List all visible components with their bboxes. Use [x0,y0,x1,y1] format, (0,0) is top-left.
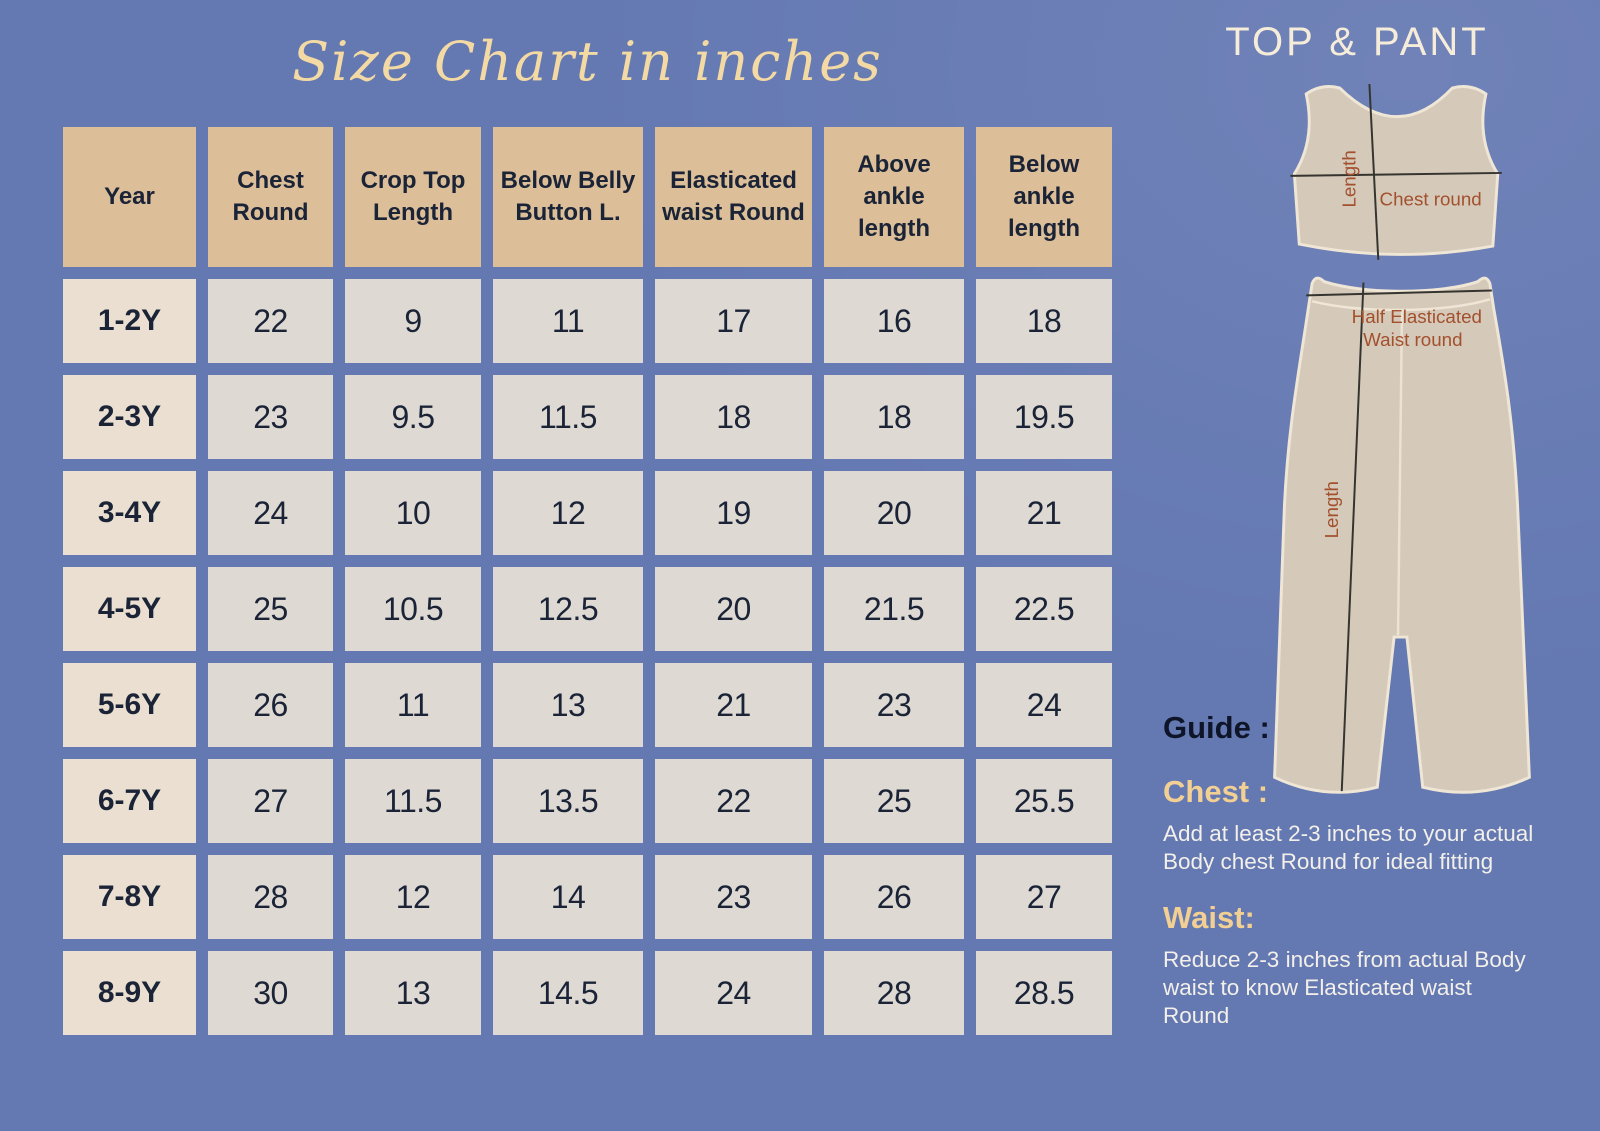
column-header-above-ankle: Above ankle length [824,127,964,267]
year-cell: 4-5Y [63,567,196,651]
year-cell: 2-3Y [63,375,196,459]
column-header-below-ankle: Below ankle length [976,127,1112,267]
value-cell: 10 [345,471,481,555]
value-cell: 21.5 [824,567,964,651]
chest-guide-text: Add at least 2-3 inches to your actual B… [1163,821,1534,874]
column-header-below-belly-button: Below Belly Button L. [493,127,643,267]
top-and-pant-diagram: Length Chest round Half Elasticated Wais… [1273,84,1531,794]
value-cell: 28 [824,951,964,1035]
value-cell: 10.5 [345,567,481,651]
value-cell: 23 [824,663,964,747]
column-header-elasticated-waist: Elasticated waist Round [655,127,812,267]
set-title: TOP & PANT [1225,20,1489,64]
year-cell: 5-6Y [63,663,196,747]
value-cell: 14.5 [493,951,643,1035]
value-cell: 21 [976,471,1112,555]
column-header-year: Year [63,127,196,267]
waist-guide-text: Reduce 2-3 inches from actual Body waist… [1163,946,1526,1028]
value-cell: 12.5 [493,567,643,651]
value-cell: 20 [824,471,964,555]
value-cell: 18 [655,375,812,459]
value-cell: 25.5 [976,759,1112,843]
value-cell: 25 [824,759,964,843]
chest-heading: Chest : [1163,774,1269,809]
top-length-measure-line [1368,84,1380,260]
value-cell: 13.5 [493,759,643,843]
year-cell: 8-9Y [63,951,196,1035]
waist-heading: Waist: [1163,899,1255,935]
value-cell: 14 [493,855,643,939]
year-cell: 7-8Y [63,855,196,939]
chest-round-label: Chest round [1380,189,1482,210]
value-cell: 18 [824,375,964,459]
value-cell: 18 [976,279,1112,363]
value-cell: 24 [976,663,1112,747]
column-header-chest-round: Chest Round [208,127,333,267]
pant-waist-label-line2: Waist round [1363,329,1462,350]
value-cell: 24 [655,951,812,1035]
pant-length-measure-line [1340,282,1365,792]
crop-top-shape [1292,85,1500,256]
year-cell: 1-2Y [63,279,196,363]
value-cell: 28.5 [976,951,1112,1035]
value-cell: 23 [208,375,333,459]
value-cell: 23 [655,855,812,939]
size-chart-table: Year Chest Round Crop Top Length Below B… [63,127,1112,1035]
value-cell: 19.5 [976,375,1112,459]
page-title: Size Chart in inches [292,30,883,93]
guide-heading: Guide : [1163,710,1270,745]
pants-shape [1273,276,1531,794]
value-cell: 19 [655,471,812,555]
value-cell: 24 [208,471,333,555]
top-length-label: Length [1339,150,1360,207]
value-cell: 11.5 [345,759,481,843]
value-cell: 17 [655,279,812,363]
value-cell: 13 [493,663,643,747]
value-cell: 9.5 [345,375,481,459]
chest-measure-line [1290,171,1502,177]
pant-waist-label-line1: Half Elasticated [1352,306,1482,327]
value-cell: 22 [655,759,812,843]
value-cell: 25 [208,567,333,651]
waist-measure-line [1306,289,1492,297]
value-cell: 20 [655,567,812,651]
value-cell: 22.5 [976,567,1112,651]
value-cell: 11 [493,279,643,363]
value-cell: 26 [824,855,964,939]
value-cell: 27 [208,759,333,843]
value-cell: 16 [824,279,964,363]
value-cell: 21 [655,663,812,747]
value-cell: 30 [208,951,333,1035]
column-header-crop-top-length: Crop Top Length [345,127,481,267]
year-cell: 3-4Y [63,471,196,555]
value-cell: 11.5 [493,375,643,459]
value-cell: 12 [493,471,643,555]
pant-length-label: Length [1321,481,1342,538]
value-cell: 27 [976,855,1112,939]
value-cell: 26 [208,663,333,747]
value-cell: 28 [208,855,333,939]
value-cell: 11 [345,663,481,747]
guide-section: Guide : Chest : Add at least 2-3 inches … [1163,710,1535,1029]
value-cell: 12 [345,855,481,939]
value-cell: 9 [345,279,481,363]
value-cell: 22 [208,279,333,363]
center-seam-line [1396,309,1404,636]
year-cell: 6-7Y [63,759,196,843]
value-cell: 13 [345,951,481,1035]
